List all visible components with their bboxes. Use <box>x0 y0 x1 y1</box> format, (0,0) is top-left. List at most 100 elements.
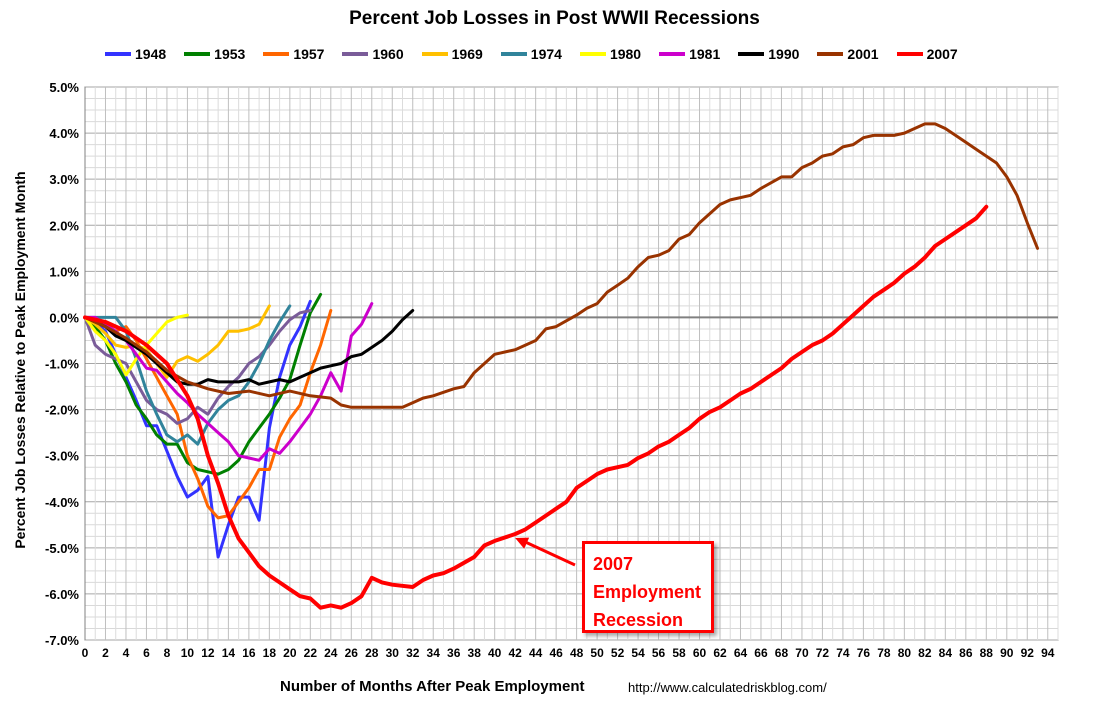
x-tick-label: 30 <box>386 646 400 660</box>
legend-item-1953: 1953 <box>184 46 245 62</box>
series-line-1981 <box>83 302 374 462</box>
series-line-1969 <box>83 304 271 379</box>
x-tick-label: 92 <box>1021 646 1035 660</box>
y-tick-label: -5.0% <box>45 541 79 556</box>
legend-swatch <box>263 52 290 56</box>
x-tick-label: 20 <box>283 646 297 660</box>
legend-label: 1948 <box>135 46 167 62</box>
x-tick-label: 76 <box>857 646 871 660</box>
legend-swatch <box>421 52 448 56</box>
x-tick-label: 50 <box>590 646 604 660</box>
x-tick-label: 62 <box>713 646 727 660</box>
y-tick-label: -3.0% <box>45 449 79 464</box>
series-line-2001 <box>83 122 1039 409</box>
x-tick-label: 38 <box>468 646 482 660</box>
y-tick-label: 0.0% <box>49 310 79 325</box>
legend-label: 1960 <box>372 46 404 62</box>
legend-label: 2001 <box>847 46 879 62</box>
legend-item-1974: 1974 <box>500 46 562 62</box>
x-tick-label: 94 <box>1041 646 1055 660</box>
legend-swatch <box>659 52 686 56</box>
legend-swatch <box>500 52 527 56</box>
legend-label: 2007 <box>926 46 958 62</box>
x-tick-label: 88 <box>980 646 994 660</box>
x-tick-label: 48 <box>570 646 584 660</box>
x-tick-label: 90 <box>1000 646 1014 660</box>
x-tick-label: 60 <box>693 646 707 660</box>
gridlines <box>84 86 1059 641</box>
x-axis-label: Number of Months After Peak Employment <box>280 678 585 695</box>
legend-label: 1980 <box>609 46 642 62</box>
legend-label: 1990 <box>768 46 800 62</box>
x-tick-label: 34 <box>427 646 441 660</box>
annotation-box: 2007 Employment Recession <box>582 541 714 633</box>
x-tick-label: 10 <box>181 646 195 660</box>
legend-swatch <box>579 52 606 56</box>
x-tick-label: 52 <box>611 646 625 660</box>
x-tick-label: 56 <box>652 646 666 660</box>
annotation-line-2: Employment <box>593 582 702 602</box>
x-tick-label: 32 <box>406 646 420 660</box>
y-tick-label: 3.0% <box>49 172 79 187</box>
legend-item-1948: 1948 <box>105 46 166 62</box>
legend-item-1969: 1969 <box>421 46 483 62</box>
x-tick-label: 72 <box>816 646 830 660</box>
x-tick-label: 84 <box>939 646 953 660</box>
x-tick-label: 86 <box>959 646 973 660</box>
series-line-1980 <box>83 313 189 377</box>
series-line-1957 <box>83 309 333 520</box>
legend-label: 1981 <box>689 46 721 62</box>
source-url: http://www.calculatedriskblog.com/ <box>628 680 827 695</box>
arrow-head <box>515 537 530 549</box>
x-tick-label: 16 <box>242 646 256 660</box>
x-tick-label: 46 <box>549 646 563 660</box>
legend-item-2007: 2007 <box>896 46 958 62</box>
x-tick-label: 14 <box>222 646 236 660</box>
x-tick-label: 44 <box>529 646 543 660</box>
chart-legend: 1948 1953 1957 1960 1969 1974 1980 1981 1990 2001… <box>105 46 1015 62</box>
arrow-shaft <box>522 539 576 567</box>
x-tick-label: 26 <box>345 646 359 660</box>
tick-labels: 5.0% 4.0% 3.0% 2.0% 1.0% 0.0% -1.0% -2.0% -3.0% -… <box>45 80 1055 660</box>
legend-swatch <box>105 52 131 56</box>
annotation-line-1: 2007 <box>593 554 634 574</box>
y-tick-label: -7.0% <box>45 633 79 648</box>
x-tick-label: 82 <box>918 646 932 660</box>
series-line-1974 <box>83 304 292 446</box>
x-tick-label: 6 <box>143 646 150 660</box>
x-tick-label: 58 <box>672 646 686 660</box>
x-tick-label: 68 <box>775 646 789 660</box>
x-tick-label: 36 <box>447 646 461 660</box>
x-tick-label: 2 <box>102 646 109 660</box>
x-tick-label: 74 <box>836 646 850 660</box>
x-tick-label: 28 <box>365 646 379 660</box>
x-tick-label: 42 <box>508 646 522 660</box>
legend-label: 1957 <box>293 46 325 62</box>
x-tick-label: 0 <box>82 646 89 660</box>
legend-label: 1953 <box>214 46 246 62</box>
annotation-arrow <box>515 537 576 567</box>
y-tick-label: -1.0% <box>45 357 79 372</box>
legend-item-1981: 1981 <box>659 46 720 62</box>
x-tick-label: 24 <box>324 646 338 660</box>
x-tick-label: 64 <box>734 646 748 660</box>
legend-label: 1969 <box>451 46 483 62</box>
x-tick-label: 78 <box>877 646 891 660</box>
legend-swatch <box>184 52 211 56</box>
y-tick-label: 1.0% <box>49 264 79 279</box>
legend-item-1990: 1990 <box>738 46 799 62</box>
legend-swatch <box>896 52 923 56</box>
y-tick-label: 2.0% <box>49 218 79 233</box>
x-tick-label: 70 <box>795 646 809 660</box>
x-tick-label: 40 <box>488 646 502 660</box>
series-line-1953 <box>83 292 323 476</box>
legend-item-1960: 1960 <box>342 46 404 62</box>
series-line-2007 <box>83 204 989 610</box>
legend-item-1957: 1957 <box>263 46 324 62</box>
x-tick-label: 54 <box>631 646 645 660</box>
x-tick-label: 8 <box>164 646 171 660</box>
series-lines <box>83 122 1039 610</box>
legend-swatch <box>342 52 369 56</box>
y-tick-label: -4.0% <box>45 495 79 510</box>
